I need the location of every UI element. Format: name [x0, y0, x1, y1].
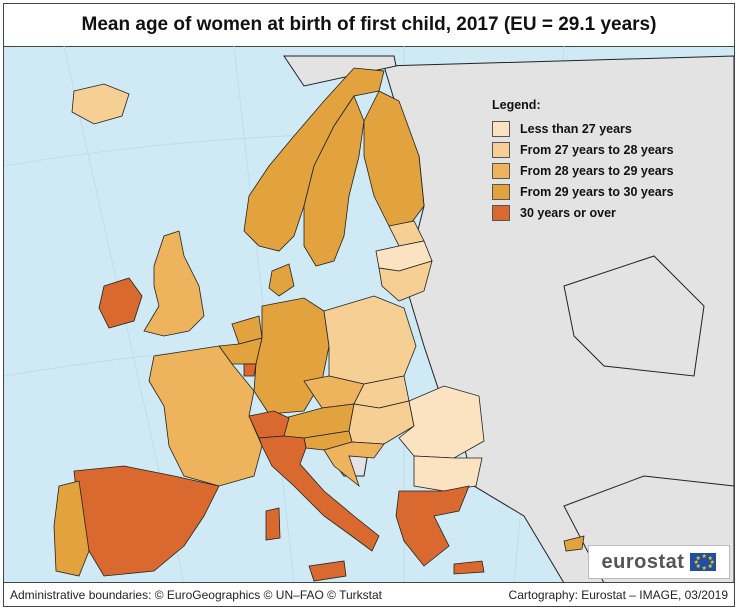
legend-item: From 28 years to 29 years [484, 160, 694, 181]
region-crete [453, 560, 485, 575]
title-bar: Mean age of women at birth of first chil… [4, 4, 734, 47]
legend-item: Less than 27 years [484, 118, 694, 139]
region-ireland [98, 277, 143, 329]
eurostat-logo: eurostat ★ ★ ★ ★ ★ ★ ★ ★ [588, 545, 730, 579]
legend-item: From 27 years to 28 years [484, 139, 694, 160]
footer-credits: Administrative boundaries: © EuroGeograp… [10, 587, 383, 602]
region-lithuania [378, 260, 433, 302]
footer-cartography: Cartography: Eurostat – IMAGE, 03/2019 [508, 587, 728, 602]
legend-label: From 27 years to 28 years [520, 142, 674, 157]
region-france [148, 345, 263, 487]
region-greece [395, 485, 470, 567]
map-frame: Mean age of women at birth of first chil… [3, 3, 735, 607]
legend-title: Legend: [492, 98, 541, 112]
legend-item: From 29 years to 30 years [484, 181, 694, 202]
region-bulgaria [413, 455, 483, 492]
region-luxembourg [243, 363, 257, 377]
footer: Administrative boundaries: © EuroGeograp… [4, 582, 734, 606]
legend: Legend: Less than 27 years From 27 years… [484, 98, 694, 223]
legend-swatch [492, 120, 510, 137]
legend-item: 30 years or over [484, 202, 694, 223]
region-cyprus [563, 535, 585, 552]
region-sicily [308, 560, 347, 582]
legend-swatch [492, 183, 510, 200]
eu-flag-icon: ★ ★ ★ ★ ★ ★ ★ ★ [690, 553, 717, 572]
legend-label: Less than 27 years [520, 121, 632, 136]
region-finland [363, 90, 425, 227]
legend-label: 30 years or over [520, 205, 616, 220]
region-spain [73, 465, 220, 577]
map-area: Legend: Less than 27 years From 27 years… [4, 46, 734, 583]
legend-label: From 29 years to 30 years [520, 184, 674, 199]
region-portugal [53, 480, 90, 577]
map-title: Mean age of women at birth of first chil… [81, 14, 657, 35]
region-norway [243, 67, 385, 252]
region-sardinia [265, 507, 281, 541]
region-uk [143, 230, 205, 337]
logo-text: eurostat [601, 550, 685, 573]
legend-swatch [492, 204, 510, 221]
region-italy [258, 435, 380, 552]
region-denmark [268, 263, 295, 297]
region-sweden [303, 95, 365, 267]
region-iceland [71, 83, 130, 125]
region-croatia [323, 441, 385, 488]
region-poland [323, 295, 417, 385]
legend-swatch [492, 141, 510, 158]
legend-swatch [492, 162, 510, 179]
region-switzerland [248, 410, 290, 439]
legend-label: From 28 years to 29 years [520, 163, 674, 178]
